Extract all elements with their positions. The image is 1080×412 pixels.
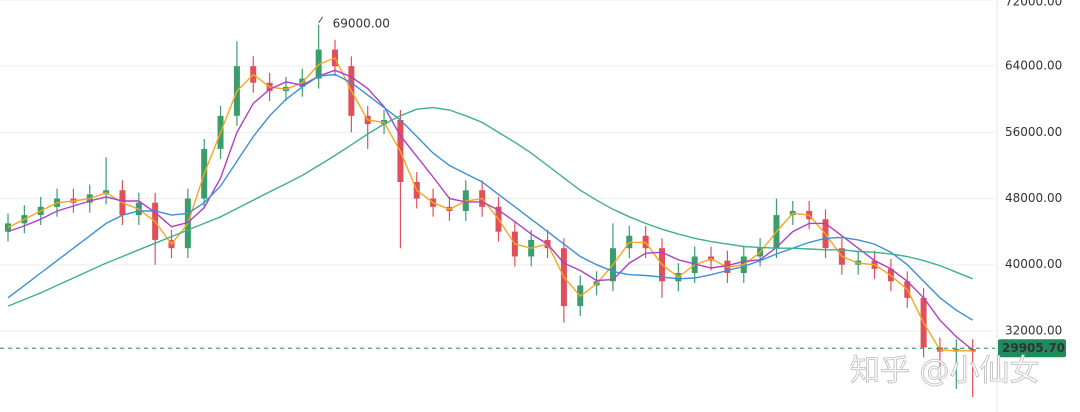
y-tick-label: 48000.00 [1005, 191, 1062, 205]
moving-average-line [7, 57, 973, 352]
high-label: 69000.00 [333, 16, 390, 30]
price-label: 29905.70 [1002, 341, 1065, 355]
high-arrow [318, 16, 324, 24]
candle-body [5, 223, 11, 232]
y-tick-label: 32000.00 [1005, 323, 1062, 337]
y-tick-label: 64000.00 [1005, 59, 1062, 73]
watermark: 知乎 @小仙女 [850, 354, 1040, 389]
y-tick-label: 72000.00 [1005, 0, 1062, 9]
y-tick-label: 40000.00 [1005, 257, 1062, 271]
price-badge [998, 339, 1066, 358]
moving-average-line [7, 69, 974, 351]
moving-average-line [7, 106, 973, 307]
moving-average-line [7, 73, 974, 321]
y-tick-label: 56000.00 [1005, 125, 1062, 139]
